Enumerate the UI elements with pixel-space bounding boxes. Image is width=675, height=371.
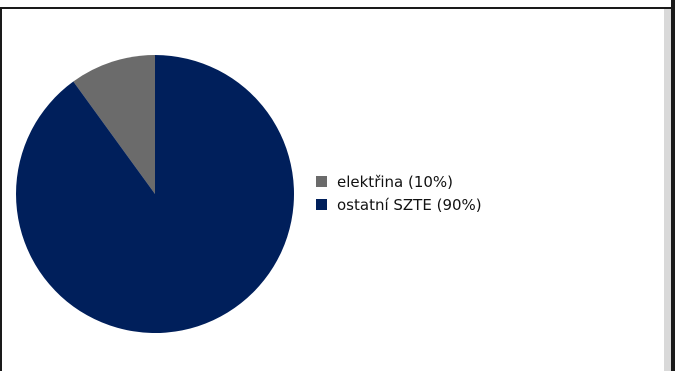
window-right-border bbox=[671, 0, 675, 371]
chart-panel: elektřina (10%) ostatní SZTE (90%) bbox=[2, 9, 664, 371]
legend-label-1: elektřina (10%) bbox=[337, 173, 453, 191]
pie-slice-1 bbox=[73, 55, 155, 194]
pie-slices bbox=[16, 55, 295, 333]
title-bar bbox=[0, 0, 675, 9]
legend-swatch-2 bbox=[316, 199, 327, 210]
vertical-scrollbar[interactable] bbox=[664, 9, 671, 371]
window-left-border bbox=[0, 9, 2, 371]
legend-label-2: ostatní SZTE (90%) bbox=[337, 196, 482, 214]
chart-legend: elektřina (10%) ostatní SZTE (90%) bbox=[316, 173, 482, 214]
pie-chart: elektřina (10%) ostatní SZTE (90%) bbox=[16, 55, 482, 333]
pie-slice-2 bbox=[16, 55, 295, 333]
legend-swatch-1 bbox=[316, 176, 327, 187]
